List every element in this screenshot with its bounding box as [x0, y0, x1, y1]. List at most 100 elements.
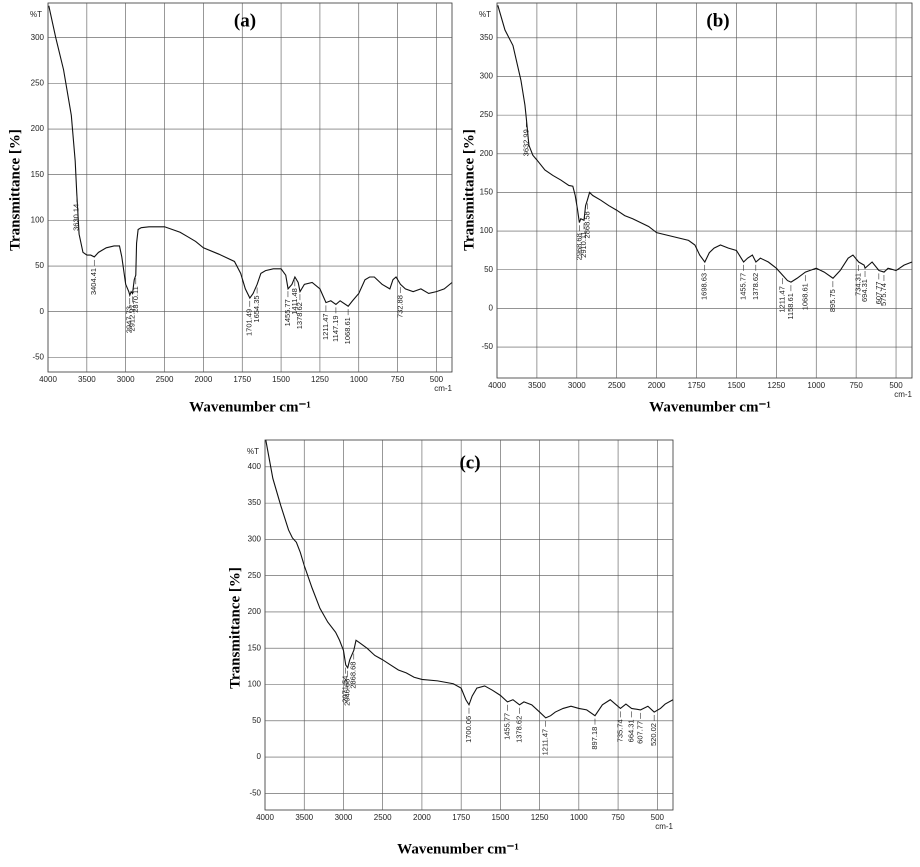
peak-label: 2910.11: [579, 231, 588, 258]
y-tick-label: 100: [480, 226, 494, 235]
x-tick-label: 3500: [528, 381, 546, 390]
peak-label: 1211.47: [321, 313, 330, 340]
peak-label: 2947.73: [125, 306, 134, 333]
y-tick-label: 250: [480, 110, 494, 119]
peak-label: 1455.77: [502, 713, 511, 740]
y-tick-label: 150: [480, 188, 494, 197]
peak-label: 1068.61: [343, 317, 352, 344]
spectrum-line: [497, 5, 913, 283]
x-tick-label: 4000: [39, 375, 57, 384]
peak-label: 520.02: [649, 723, 658, 746]
peak-label: 734.31: [854, 273, 863, 296]
x-tick-label: 2500: [374, 813, 392, 822]
plot-frame: [264, 439, 674, 811]
peak-label: 1654.35: [252, 295, 261, 322]
peak-label: 1378.62: [295, 302, 304, 329]
x-tick-label: 1750: [452, 813, 470, 822]
x-tick-label: 1500: [728, 381, 746, 390]
peak-label: 732.88: [395, 295, 404, 318]
peak-label: 607.77: [635, 721, 644, 744]
x-axis-title: Wavenumber cm⁻¹: [397, 841, 519, 857]
peak-label: 2868.58: [582, 211, 591, 238]
x-tick-label: 500: [430, 375, 444, 384]
x-tick-label: 1250: [767, 381, 785, 390]
peak-label: 1378.62: [514, 716, 523, 743]
y-tick-label: 400: [248, 462, 262, 471]
x-tick-label: 3000: [117, 375, 135, 384]
peak-label: 2870.11: [131, 286, 140, 313]
x-tick-label: 4000: [488, 381, 506, 390]
spectrum-panel: 4000 3500 3000 2500 2000 1750 1500 1250 1000 750 5…: [461, 2, 913, 415]
peak-label: 2868.68: [349, 662, 358, 689]
x-tick-label: 1250: [531, 813, 549, 822]
peak-label: 895.75: [828, 289, 837, 312]
x-tick-label: 2000: [413, 813, 431, 822]
y-tick-label: 150: [31, 170, 45, 179]
x-tick-label: 3500: [295, 813, 313, 822]
x-tick-label: 2000: [648, 381, 666, 390]
x-tick-label: 750: [849, 381, 863, 390]
y-tick-label: 50: [484, 265, 493, 274]
y-tick-label: 0: [489, 304, 494, 313]
x-tick-label: 4000: [256, 813, 274, 822]
x-tick-label: 1750: [233, 375, 251, 384]
y-tick-label: 150: [248, 643, 262, 652]
x-tick-label: 2500: [156, 375, 174, 384]
peak-label: 2946.68: [343, 679, 352, 706]
peak-label: 735.74: [615, 719, 624, 742]
x-tick-label: 1500: [272, 375, 290, 384]
y-tick-label: 300: [480, 72, 494, 81]
x-tick-label: 1250: [311, 375, 329, 384]
peak-label: 2968.68: [574, 233, 583, 260]
x-tick-label: 2500: [608, 381, 626, 390]
peak-label: 607.77: [874, 281, 883, 304]
y-axis-title: Transmittance [%]: [461, 129, 477, 251]
peak-label: 1455.77: [283, 299, 292, 326]
peak-label: 1698.63: [700, 273, 709, 300]
y-tick-label: 300: [31, 33, 45, 42]
x-axis-title: Wavenumber cm⁻¹: [649, 399, 771, 415]
y-tick-label: 50: [252, 716, 261, 725]
x-tick-label: 1000: [807, 381, 825, 390]
peak-label: 3632.99: [521, 129, 530, 156]
y-tick-label: 0: [40, 307, 45, 316]
x-tick-label: 750: [391, 375, 405, 384]
x-unit: cm-1: [655, 822, 673, 831]
spectrum-panel: 4000 3500 3000 2500 2000 1750 1500 1250 1000 750 5…: [7, 2, 453, 415]
y-tick-label: 0: [257, 752, 262, 761]
y-tick-label: 100: [248, 680, 262, 689]
x-unit: cm-1: [894, 390, 912, 399]
peak-label: 664.31: [627, 719, 636, 742]
y-tick-label: 350: [480, 33, 494, 42]
peak-label: 2912.97: [127, 304, 136, 331]
plot-frame: [496, 2, 913, 379]
peak-label: 1701.49: [245, 309, 254, 336]
y-tick-label: 200: [31, 124, 45, 133]
peak-label: 3404.41: [89, 268, 98, 295]
y-tick-label: 250: [31, 78, 45, 87]
x-tick-label: 1500: [491, 813, 509, 822]
y-unit: %T: [247, 447, 259, 456]
peak-label: 1158.61: [786, 293, 795, 320]
peak-label: 2971.54: [341, 676, 350, 703]
peak-label: 1700.06: [464, 716, 473, 743]
x-axis-title: Wavenumber cm⁻¹: [189, 399, 311, 415]
peak-label: 1147.19: [331, 315, 340, 342]
y-tick-label: 200: [480, 149, 494, 158]
peak-label: 1411.48: [290, 288, 299, 315]
x-tick-label: 3000: [335, 813, 353, 822]
x-tick-label: 1000: [570, 813, 588, 822]
x-tick-label: 3500: [78, 375, 96, 384]
peak-label: 1211.47: [541, 729, 550, 756]
y-axis-title: Transmittance [%]: [7, 129, 23, 251]
x-tick-label: 1000: [350, 375, 368, 384]
peak-label: 3630.14: [72, 204, 81, 231]
y-tick-label: -50: [32, 352, 44, 361]
x-tick-label: 750: [611, 813, 625, 822]
spectrum-panel: 4000 3500 3000 2500 2000 1750 1500 1250 1000 750 5…: [227, 439, 674, 857]
spectrum-line: [48, 5, 453, 307]
y-tick-label: 200: [248, 607, 262, 616]
x-tick-label: 2000: [194, 375, 212, 384]
peak-label: 575.74: [879, 283, 888, 306]
